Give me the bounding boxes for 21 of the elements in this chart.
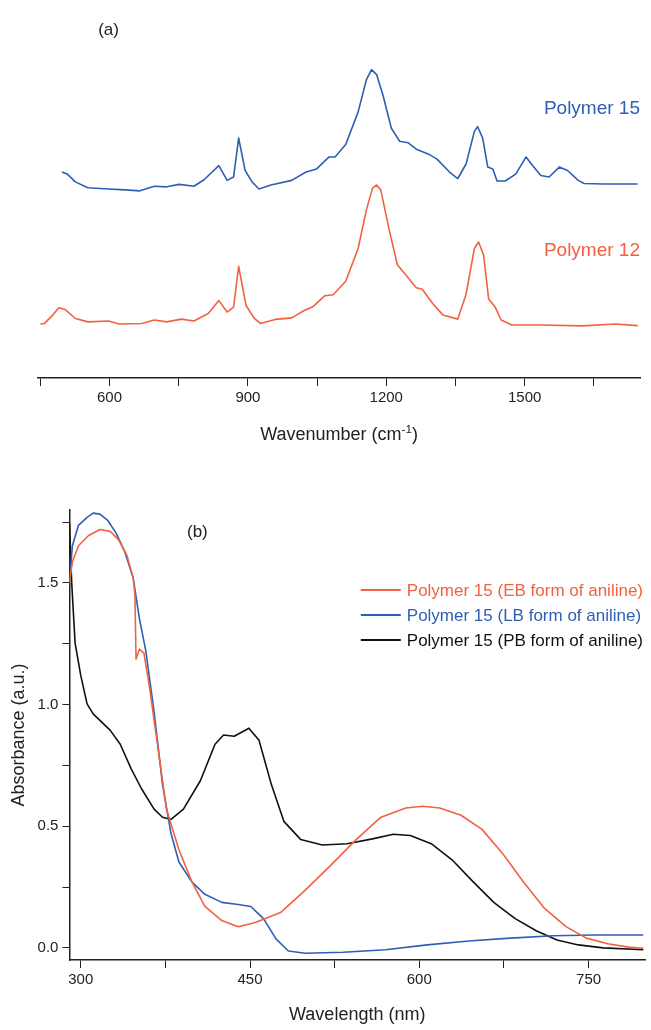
y-tick-label: 1.0 bbox=[37, 694, 59, 712]
x-tick-label: 600 bbox=[406, 970, 432, 988]
x-tick-label: 1200 bbox=[369, 388, 403, 406]
text: (a) bbox=[98, 20, 119, 40]
x-tick-label: 1500 bbox=[507, 388, 542, 406]
x-tick-label: 600 bbox=[96, 388, 123, 406]
x-tick-label: 450 bbox=[237, 970, 263, 988]
y-axis-title: Absorbance (a.u.) bbox=[7, 663, 28, 807]
x-tick-label: 300 bbox=[68, 970, 94, 988]
legend-label: Polymer 15 (EB form of aniline) bbox=[406, 580, 643, 600]
x-tick-label: 750 bbox=[576, 970, 602, 988]
legend-label: Polymer 15 (PB form of aniline) bbox=[406, 630, 643, 650]
x-axis-title: Wavelength (nm) bbox=[289, 1004, 426, 1024]
annotation: (b) bbox=[187, 522, 208, 542]
x-tick-label: 900 bbox=[235, 388, 261, 406]
legend-label: Polymer 15 (LB form of aniline) bbox=[406, 605, 642, 625]
text: Polymer 12 bbox=[543, 238, 640, 260]
y-tick-label: 1.5 bbox=[37, 573, 59, 591]
text: Polymer 15 bbox=[543, 97, 640, 119]
y-tick-label: 0.5 bbox=[37, 816, 59, 834]
y-tick-label: 0.0 bbox=[37, 937, 59, 955]
